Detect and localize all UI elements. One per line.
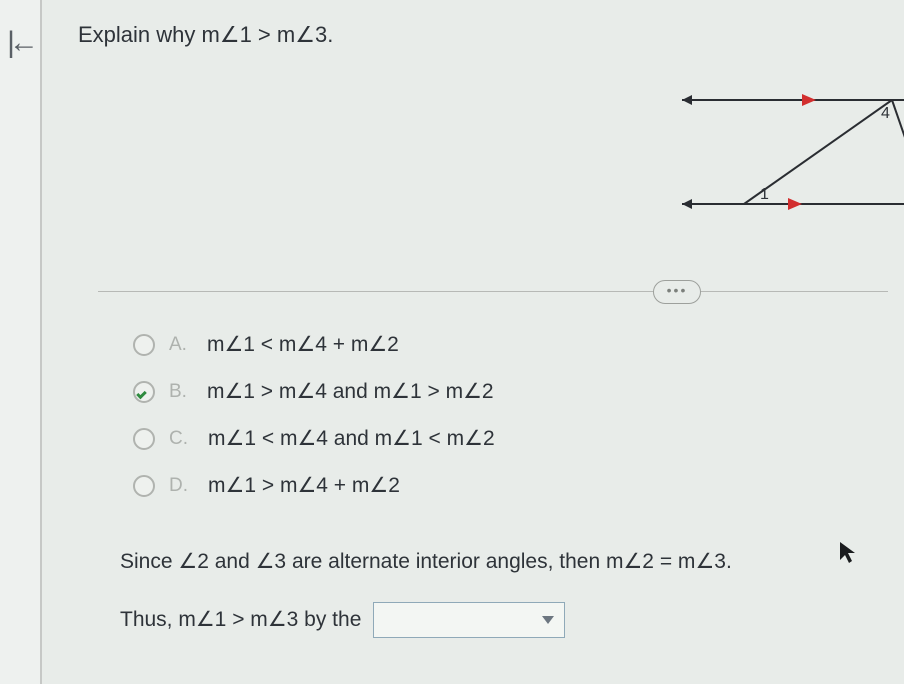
t: ∠3 [256, 550, 287, 573]
reason-dropdown[interactable] [373, 602, 565, 638]
choice-c-letter: C. [169, 428, 188, 450]
choice-d[interactable]: D. m∠1 > m∠4 + m∠2 [133, 473, 833, 498]
t: ∠2 [464, 427, 495, 450]
t: > m [256, 474, 297, 497]
t: and [209, 550, 256, 573]
t: and m [327, 380, 391, 403]
t: ∠2 [178, 550, 209, 573]
t: < m [423, 427, 464, 450]
back-icon[interactable]: |← [0, 26, 40, 60]
choice-a-letter: A. [169, 334, 187, 356]
t: by the [298, 608, 361, 631]
label-4: 4 [881, 105, 890, 122]
q-angle3: ∠3 [295, 22, 327, 47]
q-angle1: ∠1 [220, 22, 252, 47]
choice-b-text: m∠1 > m∠4 and m∠1 > m∠2 [207, 379, 494, 404]
t: Since [120, 550, 178, 573]
choice-d-letter: D. [169, 475, 188, 497]
left-column [0, 0, 42, 684]
t: > m [422, 380, 463, 403]
t: ∠1 [224, 380, 255, 403]
choice-d-text: m∠1 > m∠4 + m∠2 [208, 473, 400, 498]
t: and m [328, 427, 392, 450]
t: ∠2 [368, 333, 399, 356]
choices-list: A. m∠1 < m∠4 + m∠2 B. m∠1 > m∠4 and m∠1 … [133, 332, 833, 520]
t: + m [328, 474, 369, 497]
t: ∠1 [196, 608, 227, 631]
t: + m [327, 333, 368, 356]
choice-b-letter: B. [169, 381, 187, 403]
q-op: > m [252, 22, 295, 47]
t: ∠4 [297, 474, 328, 497]
cursor-icon [838, 540, 858, 570]
question-text: Explain why m∠1 > m∠3. [78, 22, 888, 48]
choice-a[interactable]: A. m∠1 < m∠4 + m∠2 [133, 332, 833, 357]
t: ∠4 [297, 427, 328, 450]
choice-a-text: m∠1 < m∠4 + m∠2 [207, 332, 399, 357]
t: ∠1 [392, 427, 423, 450]
q-suffix: . [327, 22, 333, 47]
t: ∠2 [623, 550, 654, 573]
t: are alternate interior angles, then m [286, 550, 623, 573]
t: m [207, 333, 225, 356]
radio-a[interactable] [133, 334, 155, 356]
geometry-diagram: 1 2 3 4 [674, 72, 904, 222]
content-area: Explain why m∠1 > m∠3. 1 2 3 4 [78, 22, 888, 48]
explanation-block: Since ∠2 and ∠3 are alternate interior a… [120, 542, 732, 640]
radio-b[interactable] [133, 381, 155, 403]
t: ∠3 [695, 550, 726, 573]
t: < m [256, 427, 297, 450]
t: ∠1 [226, 474, 257, 497]
q-prefix: Explain why m [78, 22, 220, 47]
t: ∠4 [296, 333, 327, 356]
t: = m [654, 550, 695, 573]
t: m [207, 380, 225, 403]
t: . [726, 550, 732, 573]
radio-c[interactable] [133, 428, 155, 450]
radio-d[interactable] [133, 475, 155, 497]
t: > m [226, 608, 267, 631]
t: ∠1 [224, 333, 255, 356]
t: ∠1 [226, 427, 257, 450]
divider-row: ••• [98, 280, 888, 304]
t: ∠1 [391, 380, 422, 403]
thus-line: Thus, m∠1 > m∠3 by the [120, 600, 732, 640]
t: ∠2 [369, 474, 400, 497]
choice-b[interactable]: B. m∠1 > m∠4 and m∠1 > m∠2 [133, 379, 833, 404]
t: > m [255, 380, 296, 403]
choice-c[interactable]: C. m∠1 < m∠4 and m∠1 < m∠2 [133, 426, 833, 451]
ellipsis-pill[interactable]: ••• [653, 280, 701, 304]
t: m [208, 427, 226, 450]
t: Thus, m [120, 608, 196, 631]
t: ∠4 [296, 380, 327, 403]
label-1: 1 [760, 186, 769, 203]
choice-c-text: m∠1 < m∠4 and m∠1 < m∠2 [208, 426, 495, 451]
t: < m [255, 333, 296, 356]
since-line: Since ∠2 and ∠3 are alternate interior a… [120, 542, 732, 582]
t: m [208, 474, 226, 497]
divider-line [98, 291, 888, 292]
t: ∠2 [463, 380, 494, 403]
t: ∠3 [268, 608, 299, 631]
